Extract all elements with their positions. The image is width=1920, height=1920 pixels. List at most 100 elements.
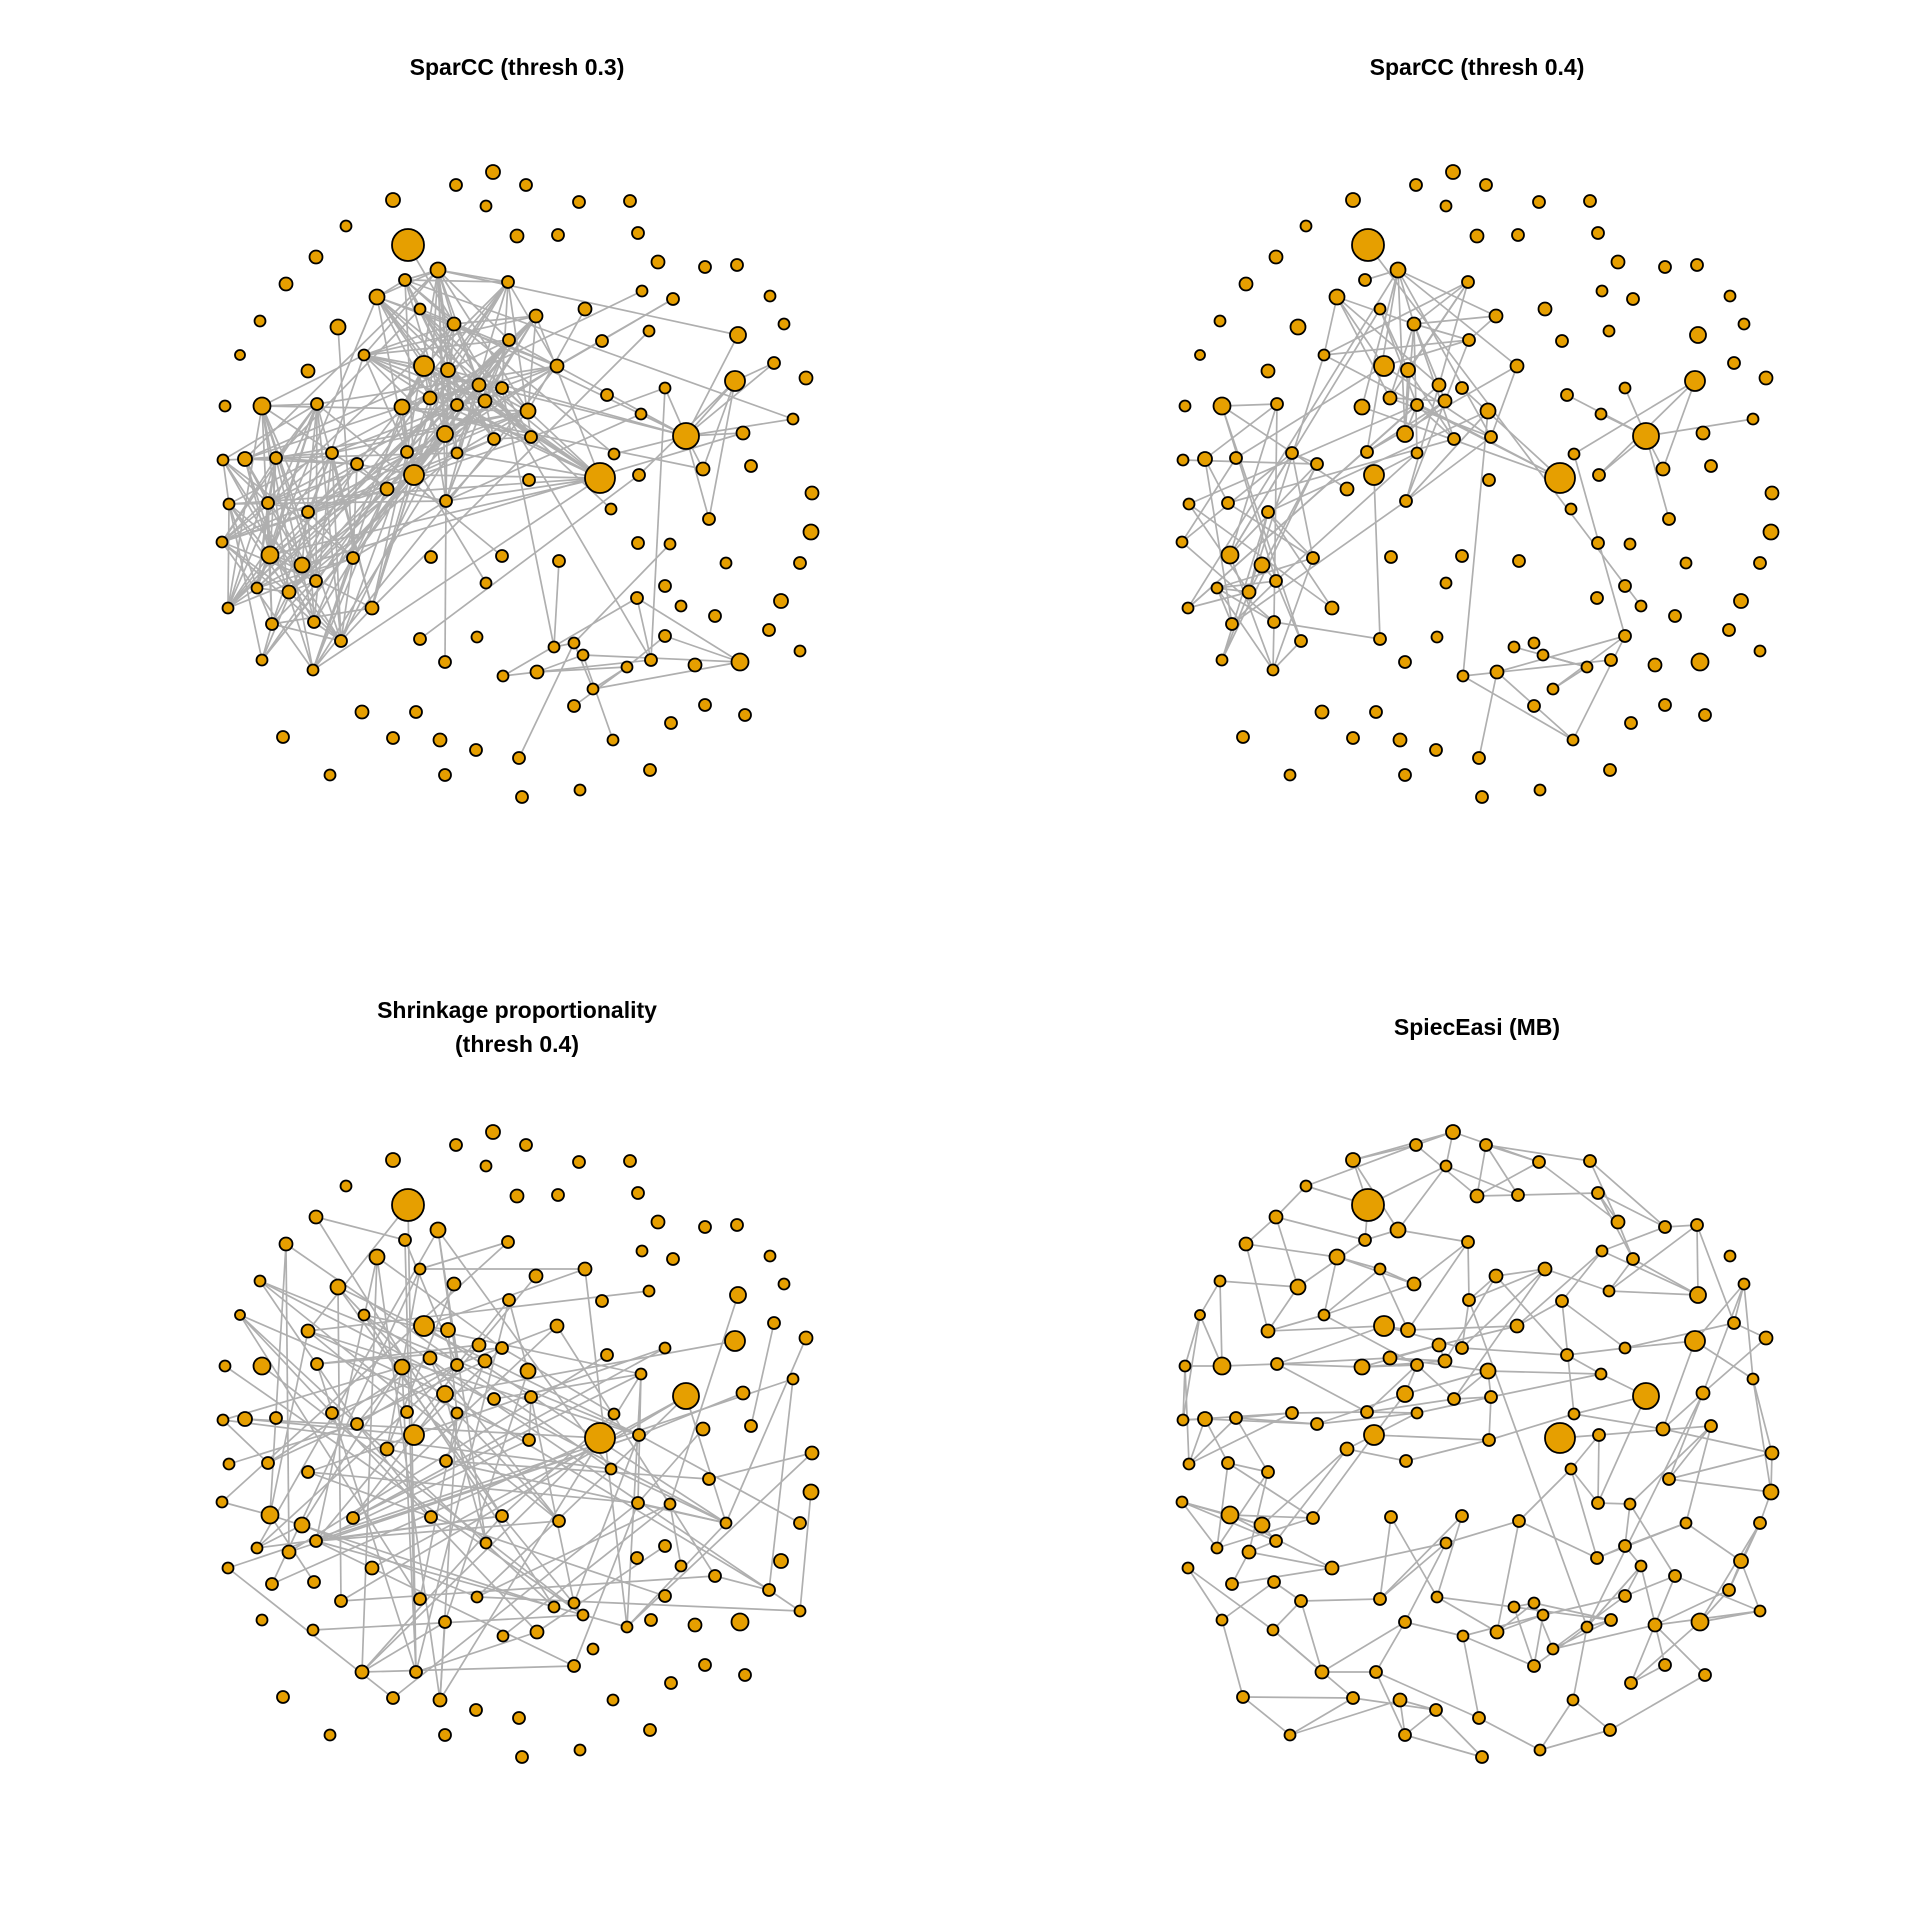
network-node (221, 601, 235, 615)
network-node (1737, 1277, 1751, 1291)
network-node (1537, 301, 1553, 317)
network-edge (1405, 339, 1470, 502)
network-plot-sparcc-0.3 (215, 164, 820, 804)
network-node (422, 1350, 438, 1366)
network-edge (1300, 1600, 1323, 1673)
network-edge (685, 334, 739, 437)
network-edge (708, 380, 736, 520)
network-edge (1323, 339, 1470, 356)
network-node (1455, 549, 1469, 563)
network-node (436, 1385, 454, 1403)
network-node (1488, 1268, 1504, 1284)
network-edge (445, 1360, 486, 1462)
network-node (487, 1392, 501, 1406)
network-node (255, 1613, 269, 1627)
network-edge (222, 403, 318, 461)
network-node (1679, 556, 1693, 570)
network-node (1229, 451, 1243, 465)
network-node (269, 1411, 283, 1425)
network-node (1695, 1385, 1711, 1401)
network-node (658, 1341, 672, 1355)
network-edge (685, 362, 775, 437)
network-edge (1624, 1503, 1631, 1547)
network-edge (1383, 365, 1492, 438)
network-node (1753, 556, 1767, 570)
network-edge (1275, 1216, 1299, 1288)
network-edge (312, 365, 558, 671)
network-edge (445, 384, 480, 502)
network-node (1194, 1309, 1206, 1321)
network-edge (1752, 1378, 1772, 1493)
network-node (301, 1465, 315, 1479)
network-node (1392, 1692, 1408, 1708)
network-node (1215, 653, 1229, 667)
network-node (1314, 1664, 1330, 1680)
network-edge (1229, 403, 1278, 556)
network-node (357, 1308, 371, 1322)
network-node (470, 1590, 484, 1604)
network-edge (708, 1452, 813, 1480)
network-edge (307, 1471, 639, 1504)
network-edge (1476, 1161, 1540, 1197)
network-node (216, 453, 230, 467)
network-edge (1379, 1515, 1463, 1600)
network-node (278, 276, 294, 292)
network-node (1634, 599, 1648, 613)
network-node (400, 1405, 414, 1419)
network-edge (1468, 1268, 1546, 1301)
network-node (1489, 664, 1505, 680)
network-edge (444, 1340, 736, 1395)
network-node (1225, 617, 1239, 631)
network-node (1410, 1358, 1424, 1372)
network-node (1472, 751, 1486, 765)
network-node (552, 1514, 566, 1528)
network-edge (1518, 1468, 1572, 1522)
network-node (1647, 657, 1663, 673)
network-edge (275, 308, 421, 459)
network-edge (1245, 1243, 1269, 1332)
network-edge (221, 403, 318, 543)
network-edge (527, 315, 537, 412)
network-edge (1312, 1434, 1375, 1519)
network-edge (1696, 1224, 1735, 1324)
network-node (469, 743, 483, 757)
network-node (1358, 1233, 1372, 1247)
network-edge (1552, 1624, 1656, 1650)
network-node (1310, 457, 1324, 471)
network-node (449, 1138, 463, 1152)
network-edge (501, 1347, 615, 1415)
network-node (529, 664, 545, 680)
network-node (1399, 494, 1413, 508)
network-edge (1462, 410, 1489, 677)
network-edge (1227, 502, 1314, 559)
network-plot-spieceasi-mb (1175, 1124, 1780, 1764)
network-edge (1373, 1434, 1490, 1441)
network-node (276, 1690, 290, 1704)
network-node (446, 316, 462, 332)
network-node (1294, 1594, 1308, 1608)
network-edge (476, 1468, 612, 1598)
network-edge (592, 661, 741, 690)
network-edge (307, 1330, 446, 1395)
network-edge (315, 1275, 537, 1542)
panel-title-shrinkage-0.4: Shrinkage proportionality (thresh 0.4) (377, 997, 657, 1057)
network-node (1690, 1218, 1704, 1232)
network-node (1410, 1406, 1424, 1420)
network-edge (1645, 435, 1670, 520)
network-edge (1668, 1425, 1712, 1480)
network-edge (1204, 403, 1278, 460)
network-node (515, 790, 529, 804)
network-node (1283, 1728, 1297, 1742)
network-node (643, 1723, 657, 1737)
network-node (222, 497, 236, 511)
network-edge (1291, 1411, 1368, 1414)
network-edge (714, 1575, 770, 1591)
network-edge (453, 315, 537, 325)
network-node (1406, 316, 1422, 332)
network-node (1182, 497, 1196, 511)
network-node (1260, 1323, 1276, 1339)
network-edge (1476, 1144, 1487, 1197)
network-node (301, 505, 315, 519)
network-edge (1248, 511, 1269, 593)
